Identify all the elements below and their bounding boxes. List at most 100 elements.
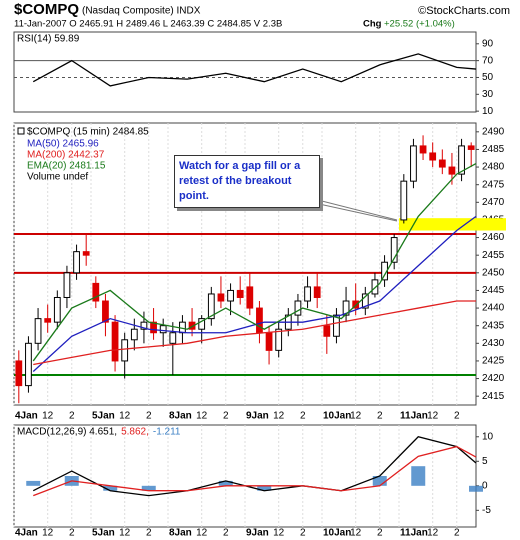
y-tick-label: 2485 <box>482 144 505 155</box>
candle-body <box>246 286 254 309</box>
x-tick-label: 11Jan <box>400 411 428 422</box>
candle-body <box>130 328 138 341</box>
candle-body <box>82 251 90 256</box>
legend-label: MA(50) 2465.96 <box>27 139 99 150</box>
candle-body <box>275 328 283 351</box>
candle-body <box>140 321 148 330</box>
candle-body <box>294 300 302 316</box>
histogram-bar <box>26 480 41 486</box>
histogram-bar <box>141 485 156 491</box>
x-tick-label: 2 <box>377 528 383 539</box>
candle-body <box>448 166 456 175</box>
credit: ©StockCharts.com <box>418 5 510 17</box>
x-tick-label: 2 <box>146 528 152 539</box>
candle-body <box>207 293 215 320</box>
x-tick-label: 8Jan <box>169 411 192 422</box>
y-tick-label: 0 <box>482 480 488 491</box>
legend-swatch <box>17 127 25 135</box>
candle-body <box>256 307 263 334</box>
y-tick-label: 5 <box>482 456 488 467</box>
x-tick-label: 8Jan <box>169 528 192 539</box>
panel-label: RSI(14) 59.89 <box>17 34 80 45</box>
candle-body <box>323 325 331 337</box>
annotation-arrow <box>309 201 398 222</box>
x-tick-label: 2 <box>300 411 306 422</box>
moving-average <box>32 215 477 372</box>
candle-body <box>467 145 475 150</box>
y-tick-label: 10 <box>482 106 494 117</box>
moving-average <box>33 300 476 366</box>
x-tick-label: 11Jan <box>400 528 428 539</box>
y-tick-label: 2460 <box>482 232 505 243</box>
symbol: $COMPQ <box>14 1 79 18</box>
x-tick-label: 12 <box>427 411 439 422</box>
x-tick-label: 10Jan <box>323 411 351 422</box>
candle-body <box>111 321 119 362</box>
y-tick-label: 10 <box>482 431 494 442</box>
change-label: Chg <box>363 19 382 30</box>
change: +25.52 (+1.04%) <box>384 19 455 30</box>
histogram-bar <box>372 476 387 486</box>
y-tick-label: 2480 <box>482 162 505 173</box>
x-tick-label: 2 <box>146 411 152 422</box>
gap-zone <box>399 218 506 231</box>
panel-frame <box>13 424 477 528</box>
y-tick-label: -5 <box>482 505 491 516</box>
candle-body <box>390 237 398 263</box>
x-tick-label: 4Jan <box>15 528 38 539</box>
panel-label: 5.862, <box>121 427 149 438</box>
candle-body <box>400 180 408 221</box>
legend-label: $COMPQ (15 min) 2484.85 <box>27 127 149 138</box>
x-tick-label: 2 <box>69 528 75 539</box>
candle-body <box>44 318 52 323</box>
y-tick-label: 2415 <box>482 391 505 402</box>
histogram-bar <box>103 485 118 491</box>
candle-body <box>53 296 61 323</box>
x-tick-label: 9Jan <box>246 411 269 422</box>
candle-body <box>198 318 206 330</box>
y-tick-label: 30 <box>482 89 494 100</box>
y-tick-label: 2455 <box>482 250 505 261</box>
panel-label: -1.211 <box>153 427 181 438</box>
macd-line <box>32 436 477 497</box>
candle-body <box>371 279 379 295</box>
y-tick-label: 2475 <box>482 179 505 190</box>
x-tick-label: 5Jan <box>92 528 115 539</box>
candle-body <box>429 152 437 161</box>
histogram-bar <box>411 466 426 486</box>
candle-body <box>150 321 157 334</box>
candle-body <box>419 145 427 154</box>
y-tick-label: 2430 <box>482 338 505 349</box>
candle-body <box>227 289 234 302</box>
candle-body <box>25 342 32 387</box>
y-tick-label: 2470 <box>482 197 505 208</box>
x-tick-label: 9Jan <box>246 528 269 539</box>
macd-line <box>33 445 477 497</box>
candle-body <box>313 286 321 298</box>
annotation: Watch for a gap fill or a retest of the … <box>174 155 320 208</box>
candle-body <box>217 293 225 302</box>
candle-body <box>34 318 42 344</box>
y-tick-label: 2445 <box>482 285 505 296</box>
x-tick-label: 12 <box>427 528 439 539</box>
x-tick-label: 12 <box>273 528 285 539</box>
x-tick-label: 2 <box>377 411 383 422</box>
candle-body <box>236 289 244 298</box>
x-tick-label: 2 <box>223 411 229 422</box>
x-tick-label: 12 <box>196 528 208 539</box>
legend-label: MA(200) 2442.37 <box>27 150 105 161</box>
x-tick-label: 2 <box>223 528 229 539</box>
quote: 11-Jan-2007 O 2465.91 H 2489.46 L 2463.3… <box>14 19 282 30</box>
candle-body <box>265 332 273 351</box>
y-tick-label: 2450 <box>482 267 505 278</box>
y-tick-label: 2420 <box>482 373 505 384</box>
x-tick-label: 2 <box>454 411 460 422</box>
x-tick-label: 12 <box>119 528 131 539</box>
histogram-bar <box>218 480 233 486</box>
histogram-bar <box>469 485 483 492</box>
candle-body <box>361 293 369 309</box>
y-tick-label: 2435 <box>482 320 505 331</box>
x-tick-label: 12 <box>350 528 362 539</box>
